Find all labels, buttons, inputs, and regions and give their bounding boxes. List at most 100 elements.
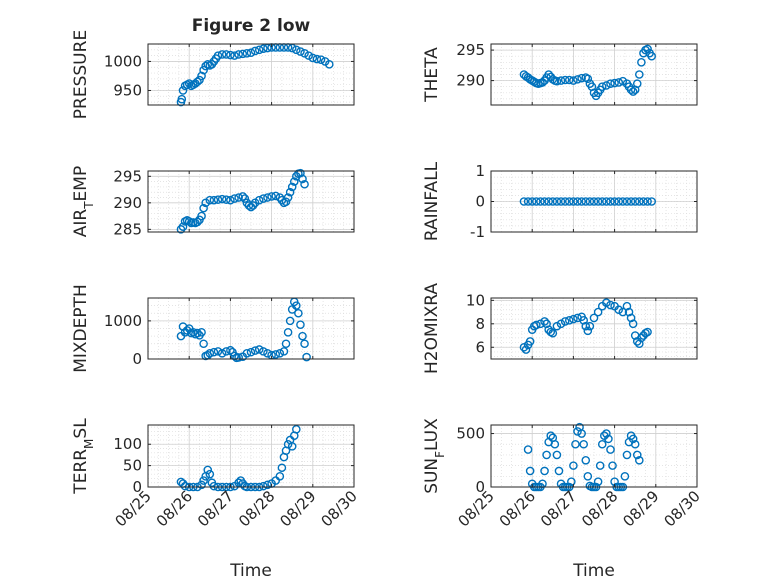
data-point	[240, 194, 250, 203]
data-point	[324, 60, 334, 69]
data-point	[624, 307, 634, 317]
subplot-3: 285 290 295 AIRTEMP	[71, 166, 355, 238]
data-point	[632, 450, 642, 460]
data-point	[250, 346, 260, 355]
data-point	[614, 197, 624, 206]
data-point	[304, 51, 313, 60]
data-point	[544, 70, 553, 79]
data-point	[581, 321, 591, 331]
data-point	[552, 76, 562, 86]
data-point	[230, 194, 239, 203]
data-point	[281, 197, 291, 207]
data-point	[197, 328, 206, 337]
data-point	[525, 337, 535, 346]
data-point	[521, 345, 531, 354]
axes-box	[147, 43, 355, 106]
data-point	[536, 197, 545, 206]
data-point	[602, 81, 611, 90]
data-point	[647, 197, 656, 206]
data-point	[242, 348, 252, 358]
data-point	[275, 472, 285, 481]
data-point	[221, 195, 231, 204]
y-axis-label: PRESSURE	[71, 30, 91, 119]
data-point	[548, 328, 558, 338]
data-point	[527, 197, 537, 206]
y-tick-label: 1	[475, 162, 485, 180]
data-point	[560, 75, 570, 85]
data-point	[519, 342, 529, 352]
data-point	[242, 48, 252, 58]
data-point	[217, 194, 227, 204]
data-point	[630, 439, 640, 449]
data-point	[552, 450, 562, 460]
data-point	[209, 195, 219, 205]
data-point	[540, 197, 549, 206]
y-tick-label: 285	[113, 220, 142, 238]
data-point	[263, 348, 272, 358]
data-point	[540, 317, 549, 326]
data-point	[604, 434, 613, 444]
data-point	[589, 197, 599, 206]
data-point	[552, 321, 562, 331]
subplot-1: 950 1000 PRESSURE	[71, 30, 355, 119]
data-point	[250, 46, 260, 56]
data-point	[217, 50, 227, 59]
data-point	[197, 480, 206, 490]
subplot-4: -1 0 1 RAINFALL	[422, 161, 698, 241]
data-point	[564, 197, 574, 206]
data-point	[635, 70, 644, 79]
data-point	[536, 319, 545, 329]
axes-box	[147, 424, 355, 488]
y-tick-label: 295	[456, 41, 485, 59]
data-point	[177, 94, 187, 104]
y-tick-label: 950	[113, 81, 142, 99]
y-tick-label: -1	[470, 223, 485, 241]
data-point	[577, 73, 586, 83]
data-point	[259, 347, 268, 356]
data-point	[184, 79, 194, 88]
data-point	[519, 197, 529, 206]
data-point	[275, 348, 285, 358]
data-point	[203, 465, 213, 475]
data-point	[583, 472, 593, 481]
data-point	[234, 353, 243, 362]
data-point	[193, 77, 202, 87]
data-point	[564, 315, 574, 325]
data-point	[259, 481, 268, 491]
data-point	[639, 197, 648, 206]
data-point	[296, 168, 305, 178]
data-point	[589, 313, 599, 323]
data-point	[209, 347, 219, 357]
axes-box	[147, 170, 355, 233]
data-point	[622, 450, 632, 460]
data-point	[226, 50, 235, 60]
data-point	[296, 47, 305, 56]
data-point	[628, 434, 638, 444]
data-point	[583, 74, 593, 84]
data-point	[597, 82, 607, 91]
data-point	[585, 197, 595, 206]
data-point	[532, 197, 541, 206]
data-point	[263, 480, 272, 490]
y-axis-label: RAINFALL	[422, 161, 442, 241]
data-point	[643, 44, 652, 54]
y-tick-label: 1000	[104, 312, 142, 330]
data-point	[608, 461, 617, 470]
data-point	[283, 328, 293, 337]
data-point	[569, 197, 578, 206]
data-point	[209, 481, 219, 491]
data-point	[550, 439, 560, 449]
data-point	[626, 197, 636, 206]
data-point	[271, 350, 281, 359]
figure-title: Figure 2 low	[192, 16, 311, 36]
data-point	[628, 319, 638, 329]
data-point	[308, 53, 318, 63]
data-point	[221, 347, 231, 356]
data-point	[523, 197, 533, 206]
data-point	[581, 455, 591, 465]
data-point	[193, 328, 202, 338]
data-point	[213, 51, 223, 60]
y-tick-label: 6	[475, 338, 485, 356]
y-axis-label: TERRMSL	[71, 418, 96, 495]
data-point	[647, 51, 656, 61]
